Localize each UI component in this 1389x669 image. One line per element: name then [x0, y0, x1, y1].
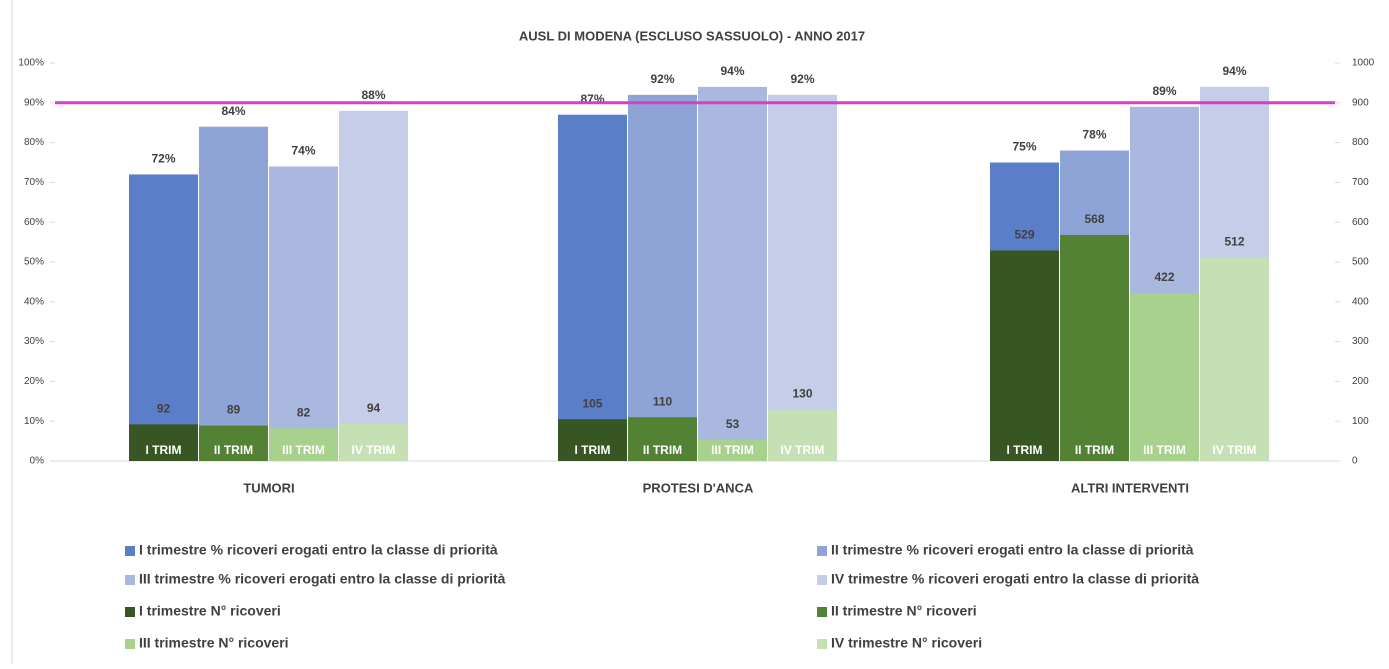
bar-label: I TRIM — [1007, 443, 1043, 457]
legend-label: II trimestre % ricoveri erogati entro la… — [831, 542, 1194, 558]
bar — [990, 250, 1059, 461]
y-tick-label: 0% — [30, 456, 45, 467]
data-label: 74% — [291, 144, 315, 158]
y2-tick-label: 300 — [1352, 336, 1369, 347]
data-label: 110 — [653, 394, 673, 408]
legend-swatch — [125, 546, 135, 556]
data-label: 92% — [790, 72, 814, 86]
y-tick-label: 30% — [24, 336, 44, 347]
bar — [628, 94, 697, 461]
legend-swatch — [817, 639, 827, 649]
y-tick-label: 10% — [24, 416, 44, 427]
data-label: 89% — [1152, 84, 1176, 98]
data-label: 94% — [720, 64, 744, 78]
bar-label: IV TRIM — [1213, 443, 1257, 457]
y-tick-label: 70% — [24, 177, 44, 188]
data-label: 88% — [361, 88, 385, 102]
data-label: 512 — [1224, 234, 1244, 248]
legend-label: I trimestre % ricoveri erogati entro la … — [139, 542, 498, 558]
bar — [339, 423, 408, 461]
data-label: 568 — [1084, 212, 1104, 226]
bar — [269, 166, 338, 462]
data-label: 78% — [1082, 128, 1106, 142]
y-tick-label: 60% — [24, 217, 44, 228]
y-tick-label: 40% — [24, 296, 44, 307]
bar-label: III TRIM — [1143, 443, 1186, 457]
data-label: 105 — [582, 396, 602, 410]
data-label: 82 — [297, 406, 311, 420]
data-label: 422 — [1154, 270, 1174, 284]
chart-title: AUSL DI MODENA (ESCLUSO SASSUOLO) - ANNO… — [519, 28, 865, 43]
legend-label: II trimestre N° ricoveri — [831, 603, 977, 619]
y2-tick-label: 700 — [1352, 177, 1369, 188]
bar — [199, 126, 268, 462]
bar-label: III TRIM — [282, 443, 325, 457]
data-label: 92% — [650, 72, 674, 86]
legend-swatch — [125, 575, 135, 585]
bar — [129, 424, 198, 461]
data-label: 130 — [792, 386, 812, 400]
legend-swatch — [817, 607, 827, 617]
data-label: 94 — [367, 401, 381, 415]
bar-label: I TRIM — [146, 443, 182, 457]
legend-swatch — [817, 546, 827, 556]
x-tick-label: PROTESI D'ANCA — [643, 480, 754, 495]
y-tick-label: 100% — [18, 58, 44, 69]
bar — [129, 174, 198, 461]
bar — [1200, 257, 1269, 461]
bar-label: IV TRIM — [352, 443, 396, 457]
y2-tick-label: 800 — [1352, 137, 1369, 148]
bar — [768, 409, 837, 461]
x-tick-label: TUMORI — [243, 480, 294, 495]
x-tick-label: ALTRI INTERVENTI — [1071, 480, 1189, 495]
data-label: 529 — [1014, 228, 1034, 242]
bar — [698, 86, 767, 461]
y2-tick-label: 900 — [1352, 97, 1369, 108]
bar — [698, 439, 767, 461]
bar-label: III TRIM — [711, 443, 754, 457]
bar-label: II TRIM — [214, 443, 253, 457]
bar — [768, 94, 837, 461]
y-tick-label: 50% — [24, 257, 44, 268]
y-tick-label: 90% — [24, 97, 44, 108]
y2-tick-label: 100 — [1352, 416, 1369, 427]
legend-label: III trimestre % ricoveri erogati entro l… — [139, 571, 506, 587]
bar — [558, 114, 627, 462]
bar — [1060, 234, 1129, 461]
bar — [1130, 293, 1199, 461]
y2-tick-label: 200 — [1352, 376, 1369, 387]
data-label: 75% — [1012, 140, 1036, 154]
bar-label: II TRIM — [643, 443, 682, 457]
legend-swatch — [125, 639, 135, 649]
y2-tick-label: 400 — [1352, 296, 1369, 307]
bar — [339, 110, 408, 461]
bar — [199, 425, 268, 461]
data-label: 92 — [157, 402, 171, 416]
legend-swatch — [817, 575, 827, 585]
legend-label: III trimestre N° ricoveri — [139, 635, 289, 651]
y2-tick-label: 1000 — [1352, 58, 1375, 69]
legend-label: IV trimestre % ricoveri erogati entro la… — [831, 571, 1199, 587]
y2-tick-label: 0 — [1352, 456, 1358, 467]
legend-label: I trimestre N° ricoveri — [139, 603, 281, 619]
legend-swatch — [125, 607, 135, 617]
bar-label: II TRIM — [1075, 443, 1114, 457]
bar — [628, 417, 697, 461]
bar-label: I TRIM — [575, 443, 611, 457]
bar — [558, 419, 627, 461]
legend-label: IV trimestre N° ricoveri — [831, 635, 982, 651]
y-tick-label: 80% — [24, 137, 44, 148]
y2-tick-label: 600 — [1352, 217, 1369, 228]
y2-tick-label: 500 — [1352, 257, 1369, 268]
bar-label: IV TRIM — [781, 443, 825, 457]
bar — [269, 428, 338, 461]
y-tick-label: 20% — [24, 376, 44, 387]
data-label: 53 — [726, 417, 740, 431]
data-label: 84% — [221, 104, 245, 118]
data-label: 94% — [1222, 64, 1246, 78]
data-label: 72% — [151, 152, 175, 166]
data-label: 89 — [227, 403, 241, 417]
